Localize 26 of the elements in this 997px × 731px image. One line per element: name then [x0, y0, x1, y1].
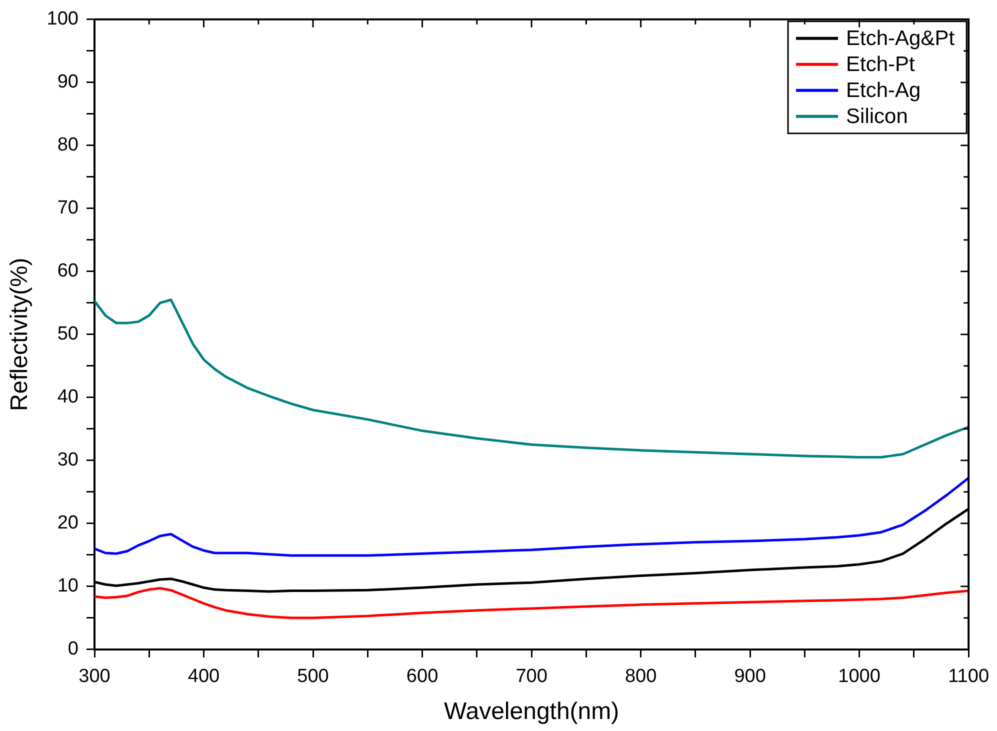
x-tick-label: 300	[78, 666, 110, 688]
y-tick-label: 70	[57, 198, 78, 219]
y-axis-title: Reflectivity(%)	[6, 258, 34, 412]
x-tick-label: 700	[516, 666, 548, 688]
y-tick-label: 50	[57, 324, 78, 345]
y-tick-label: 40	[57, 386, 78, 408]
legend-label: Etch-Ag	[846, 79, 921, 102]
y-tick-label: 30	[57, 450, 78, 471]
y-tick-label: 10	[57, 576, 78, 597]
x-tick-label: 800	[624, 666, 657, 688]
x-tick-label: 500	[297, 666, 329, 688]
legend-label: Etch-Pt	[846, 53, 916, 76]
legend-label: Silicon	[846, 105, 908, 128]
x-tick-label: 1000	[838, 666, 880, 688]
y-tick-label: 20	[57, 512, 78, 534]
x-axis-title: Wavelength(nm)	[444, 698, 620, 726]
x-tick-label: 1100	[948, 666, 989, 688]
y-tick-label: 90	[57, 72, 78, 93]
x-tick-label: 400	[188, 666, 220, 688]
x-tick-label: 900	[734, 666, 766, 688]
y-tick-label: 80	[57, 134, 78, 156]
y-tick-label: 100	[46, 8, 78, 30]
x-tick-label: 600	[406, 666, 438, 688]
legend-label: Etch-Ag&Pt	[846, 27, 955, 50]
y-tick-label: 0	[68, 638, 78, 660]
y-tick-label: 60	[57, 260, 78, 282]
